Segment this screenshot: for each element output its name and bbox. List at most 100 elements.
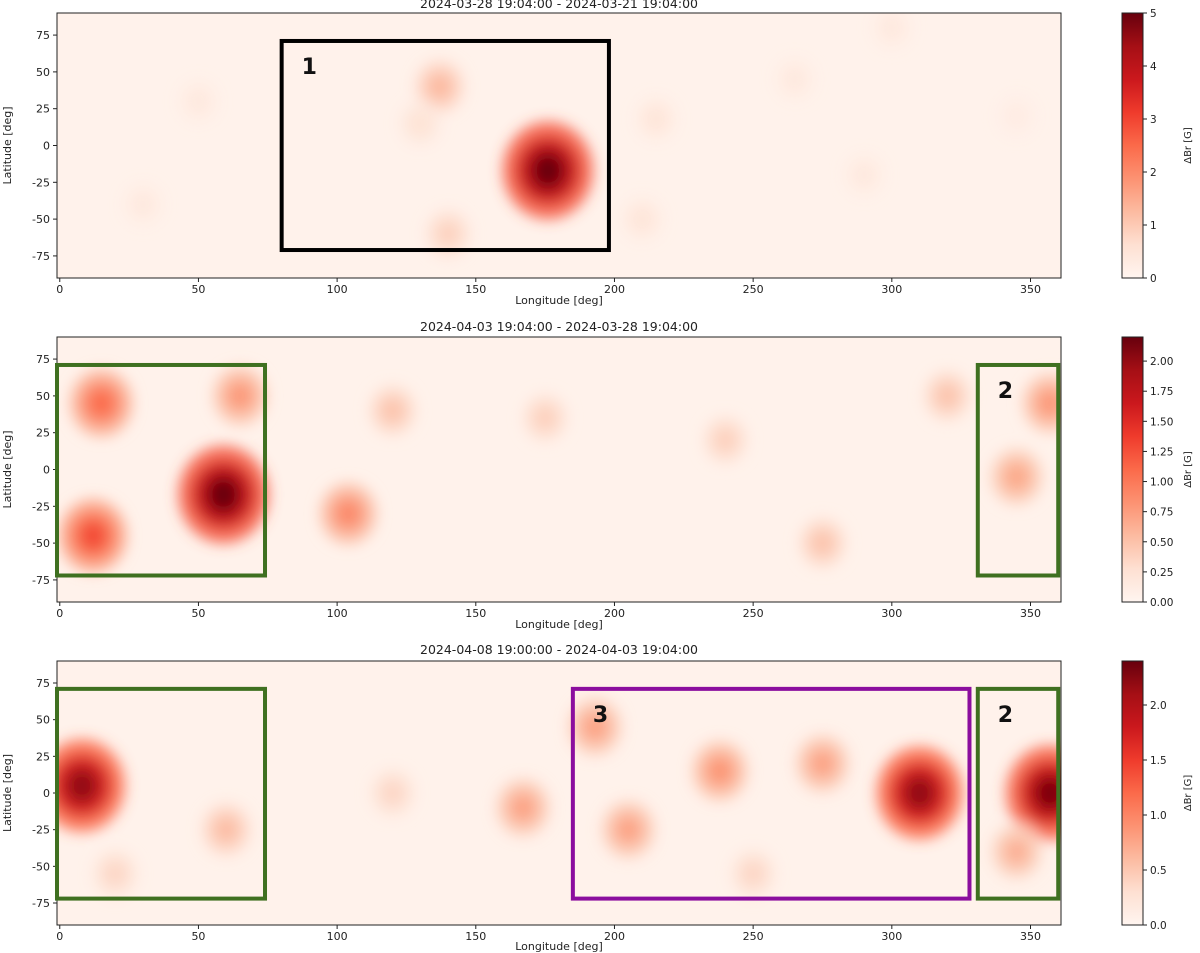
chart-title: 2024-04-08 19:00:00 - 2024-04-03 19:04:0… <box>420 642 698 657</box>
x-tick-label: 300 <box>881 283 902 296</box>
x-tick-label: 0 <box>56 607 63 620</box>
y-tick-label: -75 <box>32 897 50 910</box>
heatmap-blobs <box>59 366 1061 573</box>
x-axis-label: Longitude [deg] <box>515 294 603 307</box>
region-box <box>279 38 611 253</box>
colorbar-label: ΔBr [G] <box>1183 775 1194 812</box>
x-tick-label: 100 <box>327 283 348 296</box>
x-tick-label: 100 <box>327 607 348 620</box>
x-tick-label: 200 <box>604 283 625 296</box>
x-tick-label: 200 <box>604 930 625 943</box>
heatmap-feature-core <box>384 401 402 421</box>
colorbar-tick-label: 1.75 <box>1150 386 1173 398</box>
colorbar-tick-label: 0.5 <box>1150 865 1167 877</box>
y-tick-label: 50 <box>36 714 50 727</box>
x-tick-label: 150 <box>465 930 486 943</box>
x-tick-label: 150 <box>465 607 486 620</box>
heatmap-feature-core <box>717 431 734 450</box>
heatmap-feature-core <box>412 115 428 132</box>
heatmap-feature-core <box>709 759 730 783</box>
y-axis-label: Latitude [deg] <box>1 754 14 832</box>
chart-panel-1: 0 50 100 150 200 250 300 3507550250-25-50-75Lon… <box>1 0 1194 307</box>
x-tick-label: 350 <box>1020 283 1041 296</box>
heatmap-feature-core <box>618 819 638 841</box>
colorbar-label: ΔBr [G] <box>1183 451 1194 488</box>
x-tick-label: 50 <box>191 930 205 943</box>
y-tick-label: 25 <box>36 103 50 116</box>
x-tick-label: 100 <box>327 930 348 943</box>
x-tick-label: 0 <box>56 930 63 943</box>
y-tick-label: 75 <box>36 353 50 366</box>
heatmap-feature-core <box>813 533 832 553</box>
y-axis-label: Latitude [deg] <box>1 430 14 508</box>
heatmap-blobs <box>123 13 1036 259</box>
heatmap-feature-core <box>1040 392 1060 415</box>
y-tick-label: 0 <box>43 140 50 153</box>
region-box-label: 2 <box>998 703 1013 728</box>
heatmap-feature-core <box>884 19 899 36</box>
y-tick-label: -50 <box>32 537 50 550</box>
heatmap-feature-core <box>856 167 872 183</box>
colorbar-tick-label: 0.00 <box>1150 597 1173 609</box>
heatmap-feature-core <box>904 775 935 811</box>
x-tick-label: 50 <box>191 283 205 296</box>
region-box <box>55 362 268 578</box>
heatmap-feature-core <box>513 797 533 819</box>
chart-title: 2024-03-28 19:04:00 - 2024-03-21 19:04:0… <box>420 0 698 11</box>
heatmap-feature-core <box>745 864 762 883</box>
y-tick-label: 25 <box>36 427 50 440</box>
colorbar-tick-label: 1 <box>1150 220 1157 232</box>
y-axis-label: Latitude [deg] <box>1 106 14 184</box>
colorbar <box>1121 12 1144 279</box>
heatmap-feature-core <box>107 864 124 883</box>
colorbar-tick-label: 2.0 <box>1150 700 1167 712</box>
heatmap-feature-core <box>384 784 401 802</box>
y-tick-label: 50 <box>36 390 50 403</box>
y-tick-label: 0 <box>43 787 50 800</box>
colorbar-tick-label: 2 <box>1150 167 1157 179</box>
colorbar-tick-label: 1.0 <box>1150 810 1167 822</box>
chart-title: 2024-04-03 19:04:00 - 2024-03-28 19:04:0… <box>420 319 698 334</box>
colorbar-tick-label: 0 <box>1150 273 1157 285</box>
heatmap-feature-core <box>337 502 359 526</box>
x-tick-label: 250 <box>743 283 764 296</box>
region-box-label: 2 <box>998 379 1013 404</box>
y-tick-label: 75 <box>36 29 50 42</box>
region-box <box>55 686 268 901</box>
heatmap-feature-core <box>439 224 457 243</box>
heatmap-feature-core <box>531 152 565 189</box>
y-tick-label: -25 <box>32 500 50 513</box>
y-tick-label: -75 <box>32 250 50 263</box>
colorbar <box>1121 336 1144 603</box>
colorbar-label: ΔBr [G] <box>1183 127 1194 164</box>
heatmap-feature-core <box>80 522 106 550</box>
colorbar-tick-label: 1.50 <box>1150 416 1173 428</box>
heatmap-field <box>57 698 1061 898</box>
region-box <box>570 686 972 901</box>
x-tick-label: 0 <box>56 283 63 296</box>
y-tick-label: -50 <box>32 213 50 226</box>
y-tick-label: 50 <box>36 66 50 79</box>
heatmap-feature-core <box>1034 775 1061 811</box>
heatmap-feature-core <box>1007 466 1027 488</box>
heatmap-feature-core <box>90 390 113 416</box>
x-tick-label: 150 <box>465 283 486 296</box>
x-tick-label: 350 <box>1020 930 1041 943</box>
y-tick-label: 25 <box>36 750 50 763</box>
colorbar <box>1121 660 1144 926</box>
x-tick-label: 350 <box>1020 607 1041 620</box>
x-tick-label: 250 <box>743 607 764 620</box>
region-box <box>975 686 1061 901</box>
heatmap-feature-core <box>648 110 664 128</box>
colorbar-tick-label: 0.25 <box>1150 567 1173 579</box>
chart-panel-3: 0 50 100 150 200 250 300 3507550250-25-50-75Lon… <box>1 642 1194 953</box>
x-axis-label: Longitude [deg] <box>515 940 603 953</box>
colorbar-tick-label: 4 <box>1150 61 1157 73</box>
x-axis-label: Longitude [deg] <box>515 618 603 631</box>
heatmap-blobs <box>57 698 1061 898</box>
heatmap-feature-core <box>585 716 605 738</box>
heatmap-feature-core <box>207 476 240 513</box>
heatmap-feature-core <box>230 384 250 407</box>
heatmap-feature-core <box>135 196 151 213</box>
